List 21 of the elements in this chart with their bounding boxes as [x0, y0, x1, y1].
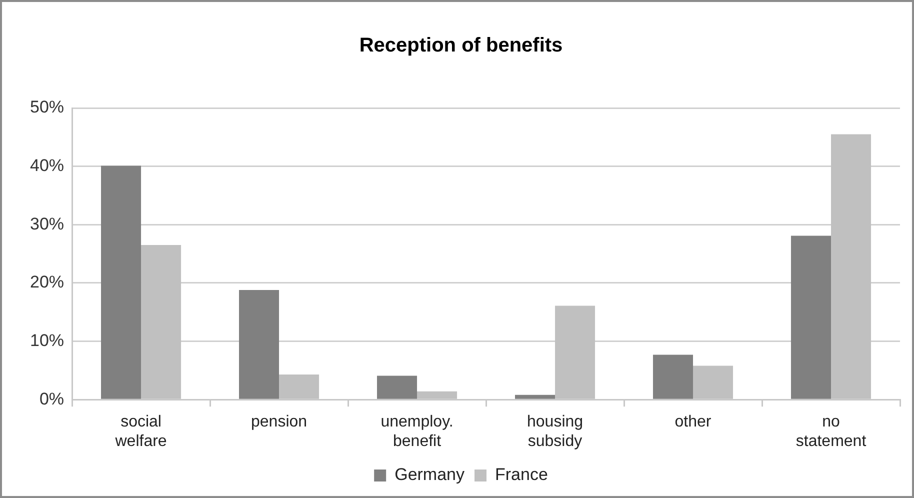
- y-tick-label: 40%: [30, 156, 64, 176]
- bar: [101, 166, 142, 399]
- legend-label: France: [495, 465, 548, 484]
- chart-title: Reception of benefits: [359, 34, 563, 57]
- y-tick-label: 50%: [30, 98, 64, 117]
- x-tick-label: no statement: [796, 414, 867, 450]
- bar: [790, 236, 831, 399]
- y-tick-label: 0%: [39, 389, 64, 408]
- x-tick-label: other: [674, 414, 712, 431]
- bar: [239, 290, 280, 399]
- y-tick-label: 20%: [30, 272, 64, 292]
- x-tick-label: housing subsidy: [526, 414, 584, 450]
- x-tick-label: social welfare: [114, 414, 167, 450]
- y-tick-label: 30%: [30, 214, 64, 234]
- bar: [652, 354, 694, 399]
- bar: [514, 394, 556, 399]
- legend-label: Germany: [394, 465, 465, 484]
- bar: [376, 376, 418, 399]
- x-tick-label: pension: [250, 414, 308, 431]
- y-tick-label: 10%: [30, 330, 64, 350]
- x-tick-label: unemploy. benefit: [380, 414, 454, 450]
